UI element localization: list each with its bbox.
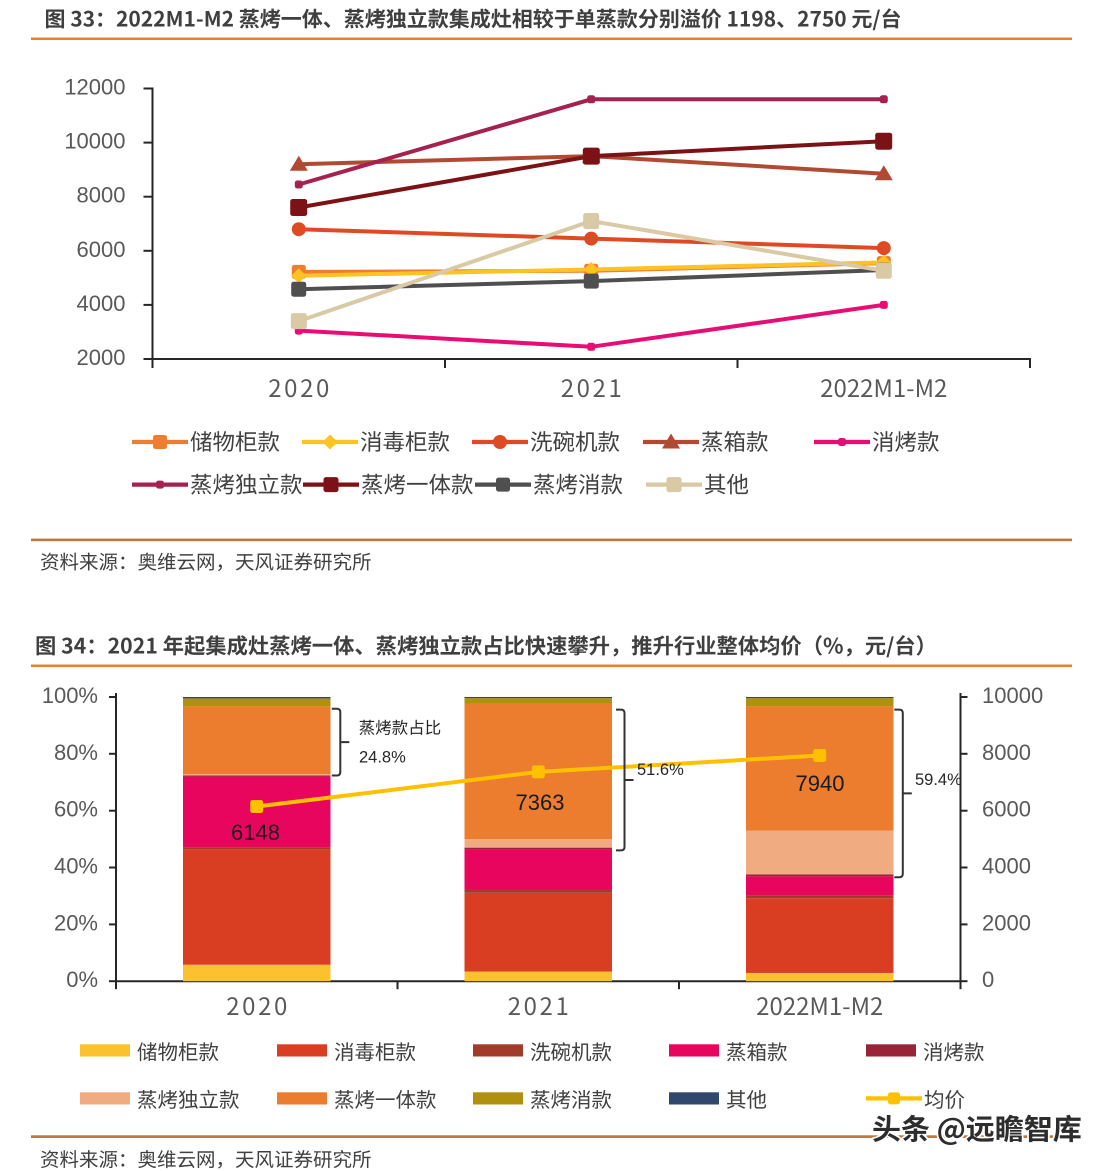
svg-text:51.6%: 51.6% [637, 761, 684, 779]
svg-text:0%: 0% [66, 967, 98, 992]
svg-text:6000: 6000 [77, 237, 126, 262]
svg-text:40%: 40% [54, 854, 98, 879]
svg-text:60%: 60% [54, 797, 98, 822]
svg-text:7363: 7363 [516, 790, 565, 815]
svg-text:8000: 8000 [77, 183, 126, 208]
svg-text:2000: 2000 [982, 910, 1031, 935]
svg-text:10000: 10000 [64, 129, 125, 154]
svg-text:0: 0 [982, 967, 994, 992]
svg-text:6148: 6148 [231, 820, 280, 845]
svg-text:7940: 7940 [796, 771, 845, 796]
svg-text:6000: 6000 [982, 797, 1031, 822]
svg-text:59.4%: 59.4% [915, 771, 962, 789]
svg-text:10000: 10000 [982, 683, 1043, 708]
svg-text:100%: 100% [42, 683, 98, 708]
svg-text:12000: 12000 [64, 75, 125, 100]
svg-text:4000: 4000 [77, 291, 126, 316]
svg-text:80%: 80% [54, 740, 98, 765]
svg-text:2000: 2000 [77, 345, 126, 370]
svg-text:8000: 8000 [982, 740, 1031, 765]
svg-text:24.8%: 24.8% [359, 749, 406, 767]
svg-text:20%: 20% [54, 910, 98, 935]
svg-text:4000: 4000 [982, 854, 1031, 879]
